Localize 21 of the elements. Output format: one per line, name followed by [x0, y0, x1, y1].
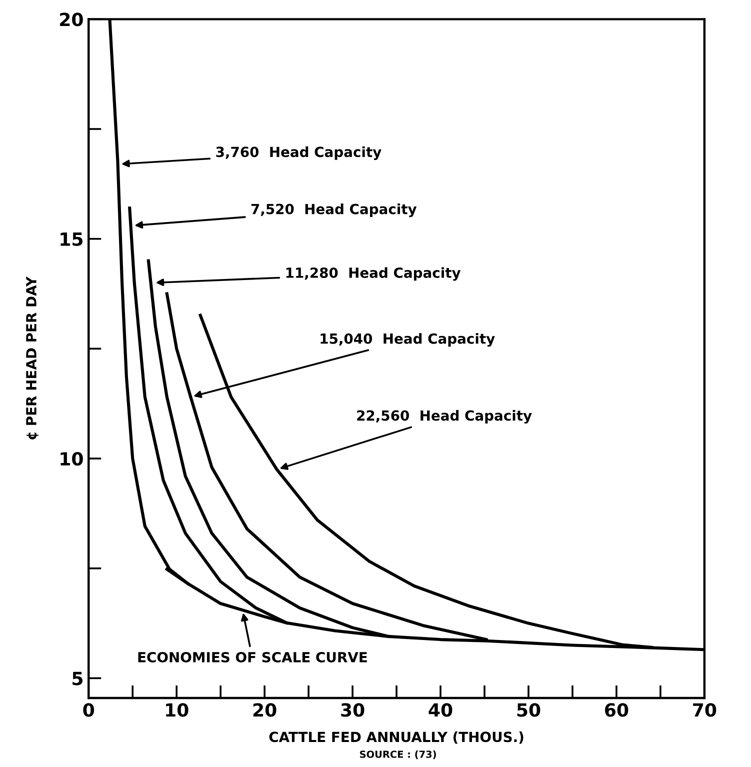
x-tick-label: 0	[83, 703, 94, 717]
annotation: 15,040 Head Capacity	[320, 333, 495, 347]
y-tick-label: 5	[72, 672, 82, 686]
x-tick-label: 70	[693, 703, 716, 717]
x-tick-label: 40	[428, 703, 452, 717]
x-tick-label: 10	[166, 703, 188, 717]
x-tick-label: 30	[341, 703, 364, 717]
x-axis-title: CATTLE FED ANNUALLY (THOUS.)	[269, 731, 524, 744]
y-tick-label: 20	[60, 12, 83, 26]
annotation: 3,760 Head Capacity	[216, 146, 382, 160]
x-tick-label: 20	[253, 703, 276, 717]
annotation: 11,280 Head Capacity	[286, 267, 461, 281]
x-tick-label: 50	[517, 703, 540, 717]
x-tick-label: 60	[605, 703, 628, 717]
annotation: ECONOMIES OF SCALE CURVE	[138, 652, 367, 662]
y-tick-label: 10	[60, 452, 83, 466]
source-note: SOURCE : (73)	[360, 750, 436, 760]
y-tick-label: 15	[60, 232, 82, 246]
y-axis-title: ¢ PER HEAD PER DAY	[26, 276, 38, 440]
annotation: 7,520 Head Capacity	[251, 204, 417, 218]
annotation: 22,560 Head Capacity	[357, 410, 532, 424]
